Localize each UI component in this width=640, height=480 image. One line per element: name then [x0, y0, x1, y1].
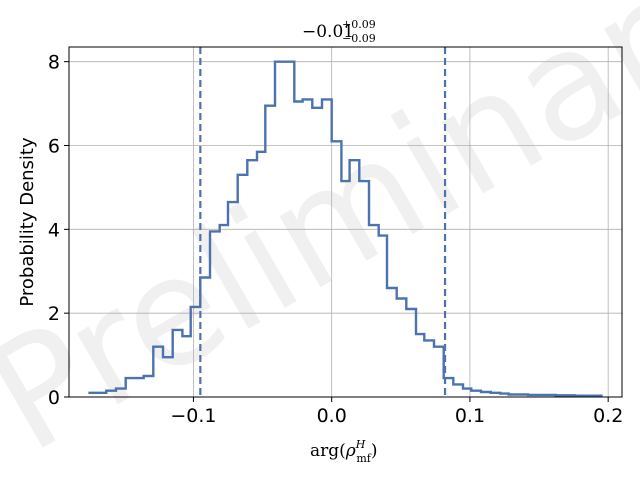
xlabel-symbol: ρ: [345, 441, 356, 461]
y-axis-label: Probability Density: [17, 137, 38, 307]
chart-title: −0.01: [302, 22, 354, 42]
xlabel-superscript: H: [355, 438, 366, 451]
plot-frame: [68, 46, 623, 398]
title-lower-error: −0.09: [342, 32, 376, 45]
y-tick-label: 4: [48, 219, 60, 241]
credible-interval-lines: [199, 47, 447, 397]
title-value: −0.01: [302, 22, 354, 42]
y-axis-ticks: 0 2 4 6 8: [48, 52, 69, 409]
x-axis-ticks: −0.1 0.0 0.1 0.2: [170, 397, 623, 427]
xlabel-prefix: arg(: [310, 441, 346, 461]
histogram-step-line: [88, 60, 603, 397]
y-tick-label: 0: [48, 387, 60, 409]
y-tick-label: 2: [48, 303, 60, 325]
xlabel-subscript: mf: [356, 452, 371, 465]
x-tick-label: −0.1: [170, 405, 216, 427]
title-upper-error: +0.09: [342, 18, 376, 31]
x-tick-label: 0.2: [593, 405, 623, 427]
grid-lines: [69, 47, 622, 398]
xlabel-suffix: ): [371, 441, 378, 461]
x-tick-label: 0.1: [455, 405, 485, 427]
x-axis-label: arg(ρH mf): [310, 438, 378, 465]
x-tick-label: 0.0: [317, 405, 347, 427]
y-tick-label: 8: [48, 52, 60, 74]
y-tick-label: 6: [48, 136, 60, 158]
